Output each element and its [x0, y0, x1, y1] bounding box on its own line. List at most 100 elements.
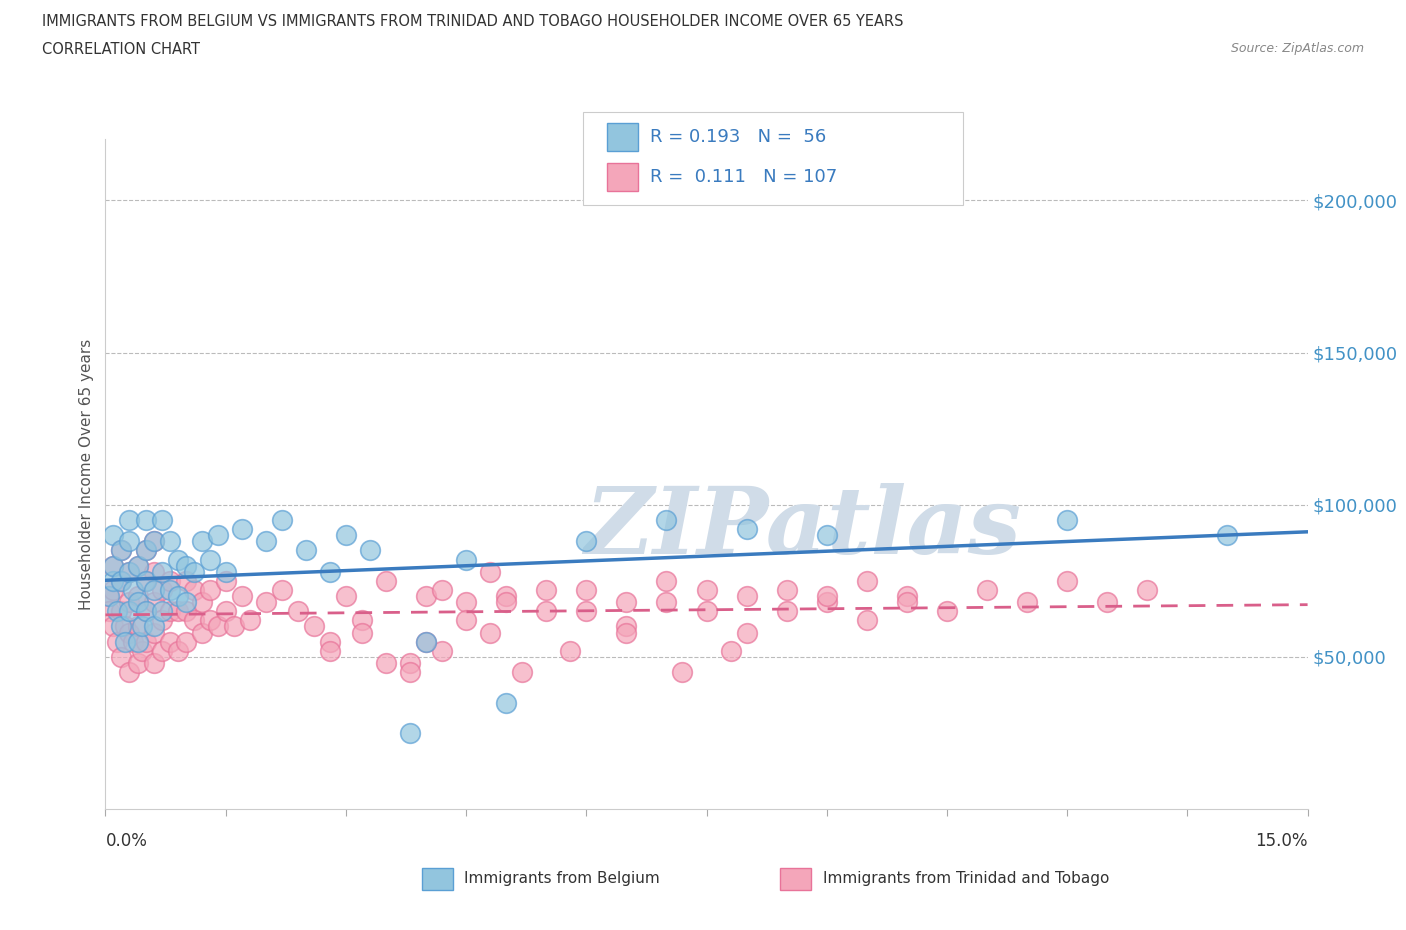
Point	[560, 644, 582, 658]
Point	[103, 619, 125, 634]
Point	[118, 534, 141, 549]
Point	[166, 589, 188, 604]
Point	[319, 644, 342, 658]
Point	[110, 649, 132, 664]
Point	[696, 604, 718, 618]
Point	[142, 582, 165, 597]
Point	[359, 543, 381, 558]
Point	[350, 613, 373, 628]
Text: R = 0.193   N =  56: R = 0.193 N = 56	[650, 127, 825, 146]
Point	[107, 604, 129, 618]
Point	[159, 634, 181, 649]
Point	[735, 625, 758, 640]
Point	[135, 604, 157, 618]
Point	[399, 725, 422, 740]
Point	[142, 594, 165, 609]
Point	[319, 565, 342, 579]
Point	[534, 582, 557, 597]
Text: Immigrants from Trinidad and Tobago: Immigrants from Trinidad and Tobago	[823, 871, 1109, 886]
Point	[776, 582, 799, 597]
Point	[110, 574, 132, 589]
Point	[254, 594, 277, 609]
Point	[374, 656, 398, 671]
Point	[97, 589, 120, 604]
Point	[1097, 594, 1119, 609]
Point	[415, 589, 437, 604]
Point	[510, 665, 533, 680]
Point	[127, 558, 149, 573]
Point	[855, 613, 877, 628]
Point	[1216, 527, 1239, 542]
Point	[150, 582, 173, 597]
Point	[415, 634, 437, 649]
Point	[214, 604, 236, 618]
Point	[198, 552, 221, 567]
Point	[655, 594, 678, 609]
Point	[896, 589, 918, 604]
Point	[174, 558, 197, 573]
Point	[616, 619, 638, 634]
Point	[399, 656, 422, 671]
Point	[159, 582, 181, 597]
Point	[399, 665, 422, 680]
Point	[131, 644, 153, 658]
Point	[150, 644, 173, 658]
Y-axis label: Householder Income Over 65 years: Householder Income Over 65 years	[79, 339, 94, 610]
Point	[1056, 574, 1078, 589]
Point	[103, 574, 125, 589]
Text: CORRELATION CHART: CORRELATION CHART	[42, 42, 200, 57]
Point	[350, 625, 373, 640]
Point	[107, 634, 129, 649]
Text: ZIPatlas: ZIPatlas	[583, 483, 1021, 573]
Point	[214, 565, 236, 579]
Point	[374, 574, 398, 589]
Point	[430, 582, 453, 597]
Point	[896, 594, 918, 609]
Point	[190, 594, 212, 609]
Point	[976, 582, 998, 597]
Point	[166, 552, 188, 567]
Point	[174, 604, 197, 618]
Point	[214, 574, 236, 589]
Text: 15.0%: 15.0%	[1256, 832, 1308, 850]
Point	[454, 552, 477, 567]
Point	[159, 534, 181, 549]
Point	[936, 604, 959, 618]
Point	[776, 604, 799, 618]
Point	[335, 589, 357, 604]
Point	[118, 625, 141, 640]
Point	[127, 619, 149, 634]
Point	[127, 656, 149, 671]
Point	[103, 527, 125, 542]
Point	[150, 565, 173, 579]
Point	[98, 589, 121, 604]
Point	[103, 558, 125, 573]
Point	[190, 534, 212, 549]
Point	[575, 604, 598, 618]
Point	[118, 665, 141, 680]
Point	[122, 582, 145, 597]
Point	[142, 534, 165, 549]
Point	[118, 565, 141, 579]
Point	[114, 634, 136, 649]
Point	[110, 604, 132, 618]
Point	[183, 565, 205, 579]
Point	[135, 574, 157, 589]
Point	[319, 634, 342, 649]
Point	[815, 594, 838, 609]
Point	[135, 512, 157, 527]
Point	[98, 604, 121, 618]
Point	[103, 558, 125, 573]
Point	[166, 604, 188, 618]
Point	[159, 604, 181, 618]
Point	[174, 594, 197, 609]
Point	[135, 574, 157, 589]
Point	[174, 574, 197, 589]
Text: IMMIGRANTS FROM BELGIUM VS IMMIGRANTS FROM TRINIDAD AND TOBAGO HOUSEHOLDER INCOM: IMMIGRANTS FROM BELGIUM VS IMMIGRANTS FR…	[42, 14, 904, 29]
Point	[454, 594, 477, 609]
Point	[616, 594, 638, 609]
Point	[198, 613, 221, 628]
Point	[166, 644, 188, 658]
Point	[495, 589, 517, 604]
Point	[127, 589, 149, 604]
